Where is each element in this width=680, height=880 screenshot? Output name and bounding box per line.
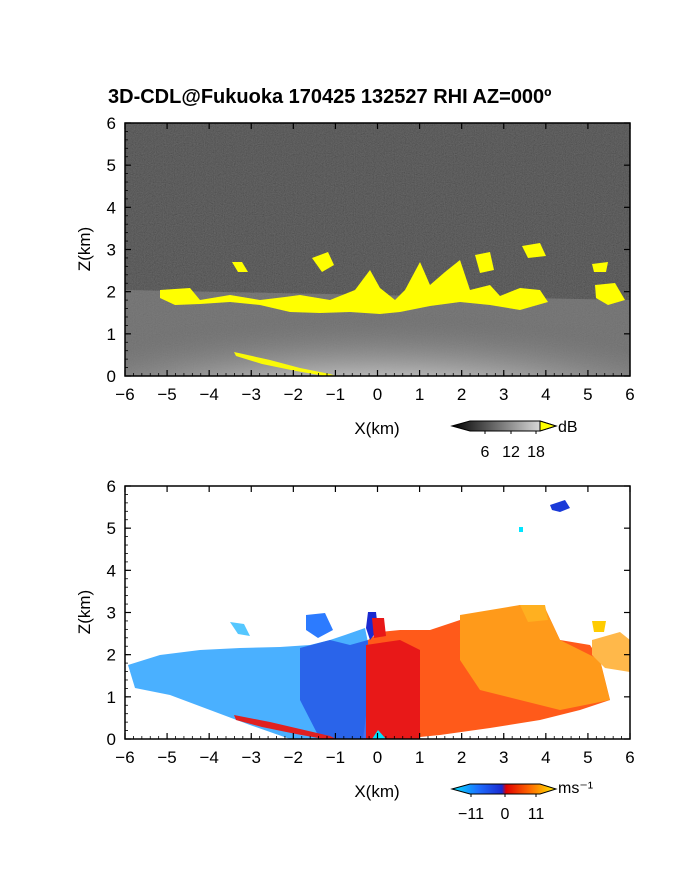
colorbar-tick-label: 0 xyxy=(501,806,510,823)
colorbar-tick-label: −11 xyxy=(458,806,484,823)
receding-outer-region xyxy=(460,605,610,710)
x-tick-label: 5 xyxy=(583,385,592,404)
x-tick-label: −6 xyxy=(115,748,134,767)
reflectivity-x-axis-label: X(km) xyxy=(354,419,399,438)
velocity-x-axis: −6 −5 −4 −3 −2 −1 0 1 2 3 4 5 6 xyxy=(115,486,635,767)
y-tick-label: 0 xyxy=(107,367,116,386)
near-ground-clutter xyxy=(234,715,336,739)
reflectivity-y-axis: 0 1 2 3 4 5 6 xyxy=(107,114,630,386)
velocity-colorbar-bar xyxy=(450,783,558,795)
y-tick-label: 6 xyxy=(107,114,116,133)
y-tick-label: 0 xyxy=(107,730,116,749)
x-tick-label: −5 xyxy=(157,385,176,404)
velocity-x-axis-label: X(km) xyxy=(354,782,399,801)
approaching-patch xyxy=(306,613,333,638)
isolated-pixel xyxy=(519,527,523,532)
y-tick-label: 4 xyxy=(107,198,116,217)
velocity-colorbar-unit: ms⁻¹ xyxy=(558,780,593,797)
y-tick-label: 2 xyxy=(107,646,116,665)
x-tick-label: 4 xyxy=(541,748,550,767)
y-tick-label: 5 xyxy=(107,519,116,538)
x-tick-label: −1 xyxy=(326,385,345,404)
x-tick-label: −5 xyxy=(157,748,176,767)
x-tick-label: 0 xyxy=(373,385,382,404)
x-tick-label: 6 xyxy=(625,748,634,767)
x-tick-label: 3 xyxy=(499,748,508,767)
receding-strong-region xyxy=(366,640,420,739)
approaching-strong-region xyxy=(300,640,368,739)
y-tick-label: 2 xyxy=(107,283,116,302)
x-tick-label: 3 xyxy=(499,385,508,404)
colorbar-tick-label: 18 xyxy=(527,444,545,461)
x-tick-label: 1 xyxy=(415,385,424,404)
receding-far-patch xyxy=(592,632,630,672)
x-tick-label: 6 xyxy=(625,385,634,404)
reflectivity-colorbar-ticks: 6 12 18 xyxy=(481,431,545,461)
reflectivity-colorbar-unit: dB xyxy=(558,419,578,436)
x-tick-label: −1 xyxy=(326,748,345,767)
colorbar-tick-label: 11 xyxy=(528,806,545,823)
velocity-colorbar-ticks: −11 0 11 xyxy=(458,794,544,823)
y-tick-label: 3 xyxy=(107,604,116,623)
x-tick-label: −6 xyxy=(115,385,134,404)
y-tick-label: 4 xyxy=(107,561,116,580)
reflectivity-colorbar-max-arrow xyxy=(539,420,558,432)
reflectivity-y-axis-label: Z(km) xyxy=(75,227,94,271)
radar-origin-marker xyxy=(372,730,386,739)
x-tick-label: 1 xyxy=(415,748,424,767)
y-tick-label: 5 xyxy=(107,156,116,175)
x-tick-label: 2 xyxy=(457,385,466,404)
strong-echo-band xyxy=(160,243,625,376)
y-tick-label: 3 xyxy=(107,241,116,260)
x-tick-label: 4 xyxy=(541,385,550,404)
y-tick-label: 6 xyxy=(107,477,116,496)
y-tick-label: 1 xyxy=(107,325,116,344)
approaching-small-patch xyxy=(230,622,250,636)
colorbar-tick-label: 12 xyxy=(502,444,520,461)
y-tick-label: 1 xyxy=(107,688,116,707)
receding-small-patch xyxy=(592,621,606,632)
isolated-target xyxy=(550,500,570,512)
x-tick-label: 0 xyxy=(373,748,382,767)
chart-title-text: 3D-CDL@Fukuoka 170425 132527 RHI AZ=000º xyxy=(108,86,552,108)
x-tick-label: 5 xyxy=(583,748,592,767)
x-tick-label: 2 xyxy=(457,748,466,767)
reflectivity-colorbar: dB 6 12 18 xyxy=(450,419,578,461)
colorbar-tick-label: 6 xyxy=(481,444,490,461)
x-tick-label: −3 xyxy=(242,385,261,404)
reflectivity-x-axis: −6 −5 −4 −3 −2 −1 0 1 2 3 4 5 6 xyxy=(115,123,635,404)
x-tick-label: −2 xyxy=(284,385,303,404)
x-tick-label: −3 xyxy=(242,748,261,767)
velocity-y-axis-label: Z(km) xyxy=(75,590,94,634)
velocity-colorbar: ms⁻¹ −11 0 11 xyxy=(450,780,593,823)
x-tick-label: −2 xyxy=(284,748,303,767)
x-tick-label: −4 xyxy=(199,385,218,404)
receding-top-patch xyxy=(520,605,548,622)
column-red xyxy=(372,618,386,638)
x-tick-label: −4 xyxy=(199,748,218,767)
velocity-y-axis: 0 1 2 3 4 5 6 xyxy=(107,477,630,749)
